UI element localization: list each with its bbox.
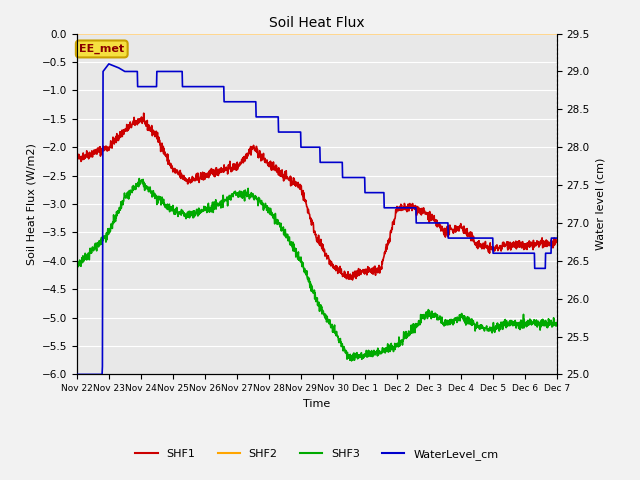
X-axis label: Time: Time bbox=[303, 399, 330, 408]
Y-axis label: Water level (cm): Water level (cm) bbox=[595, 158, 605, 250]
Legend: SHF1, SHF2, SHF3, WaterLevel_cm: SHF1, SHF2, SHF3, WaterLevel_cm bbox=[131, 444, 503, 464]
Text: EE_met: EE_met bbox=[79, 44, 124, 54]
Title: Soil Heat Flux: Soil Heat Flux bbox=[269, 16, 365, 30]
Y-axis label: Soil Heat Flux (W/m2): Soil Heat Flux (W/m2) bbox=[26, 143, 36, 265]
